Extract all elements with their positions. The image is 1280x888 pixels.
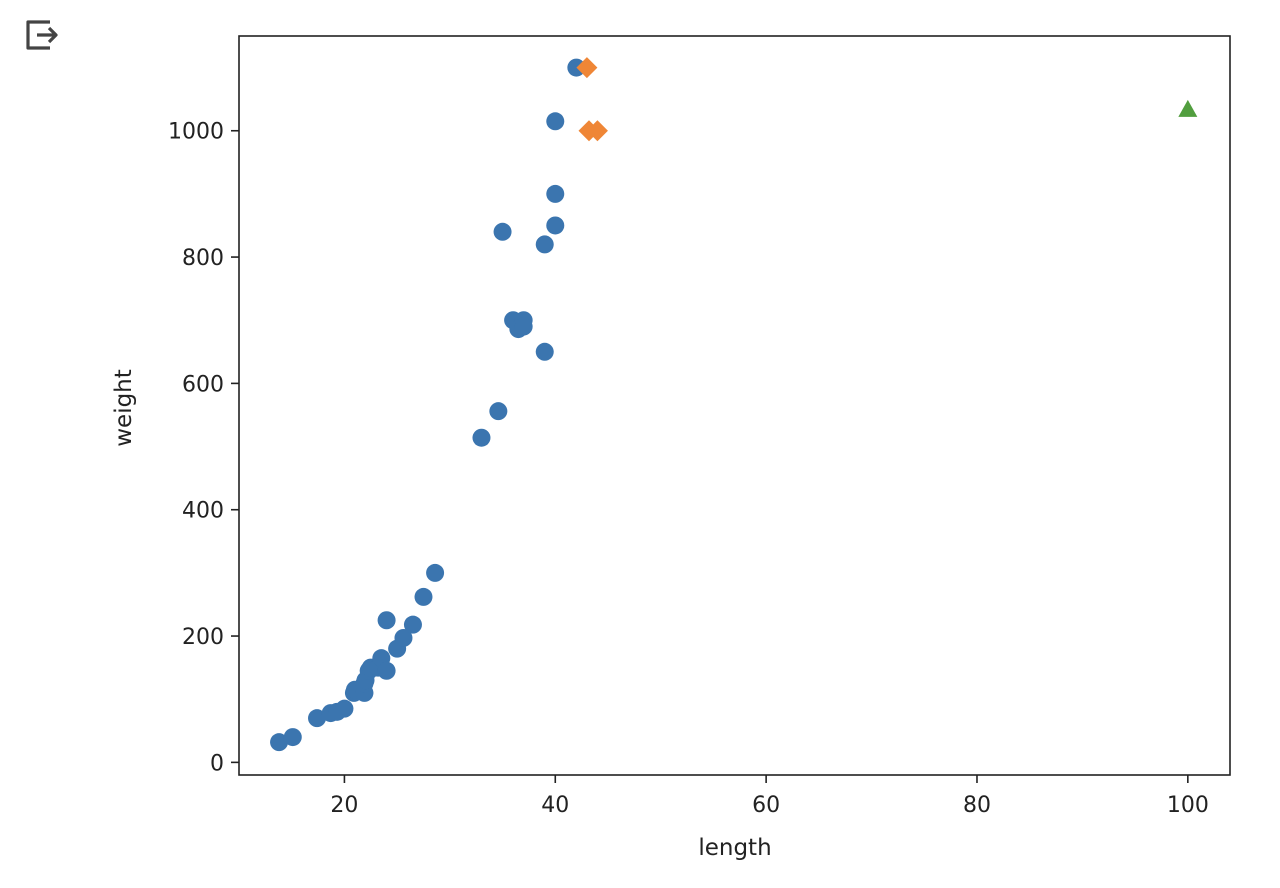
y-axis-ticks: 0 200 400 600 800 1000 [168,120,239,776]
data-point-circle [308,709,327,728]
data-point-circle [546,216,565,235]
data-point-circle [335,699,354,718]
data-point-circle [283,728,302,747]
x-tick-label: 20 [330,793,358,818]
data-point-diamond [576,57,598,79]
data-point-circle [270,733,289,752]
data-point-circle [414,587,433,606]
data-point-circle [394,628,413,647]
data-point-circle [535,342,554,361]
data-point-circle [535,235,554,254]
data-point-circle [493,222,512,241]
y-tick-label: 0 [210,751,224,776]
data-point-circle [546,184,565,203]
data-point-circle [567,58,586,77]
output-redirect-icon[interactable] [20,14,62,56]
y-tick-label: 600 [182,372,224,397]
x-tick-label: 80 [963,793,991,818]
data-point-circle [514,317,533,336]
x-axis-label: length [698,835,771,861]
data-point-circle [377,661,396,680]
data-point-circle [403,615,422,634]
data-point-diamond [586,120,608,142]
y-axis-label: weight [111,369,137,447]
y-tick-label: 400 [182,499,224,524]
data-point-circle [472,428,491,447]
x-axis-ticks: 20 40 60 80 100 [330,775,1209,818]
x-tick-label: 60 [752,793,780,818]
data-point-circle [489,402,508,421]
x-tick-label: 40 [541,793,569,818]
data-point-triangle [1178,99,1198,117]
data-point-circle [546,112,565,131]
data-points [270,57,1198,752]
x-tick-label: 100 [1167,793,1209,818]
y-tick-label: 800 [182,246,224,271]
data-point-circle [377,611,396,630]
data-point-circle [426,563,445,582]
y-tick-label: 200 [182,625,224,650]
y-tick-label: 1000 [168,120,224,145]
plot-frame [238,35,1231,776]
